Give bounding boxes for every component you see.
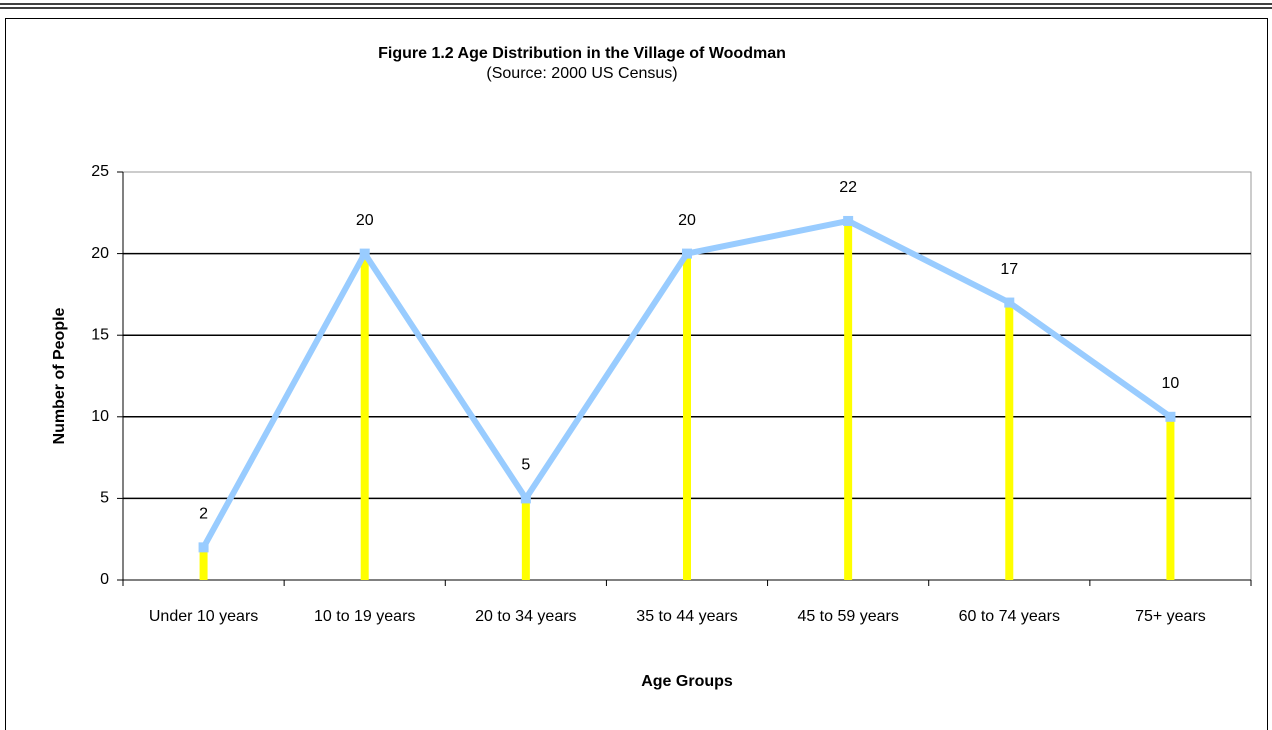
marker	[843, 215, 854, 226]
data-label: 5	[521, 457, 530, 474]
y-tick-label: 10	[91, 408, 109, 425]
marker	[359, 248, 370, 259]
data-label: 20	[678, 212, 696, 229]
data-label: 22	[839, 179, 857, 196]
y-tick-label: 20	[91, 245, 109, 262]
data-label: 20	[356, 212, 374, 229]
y-tick-label: 15	[91, 326, 109, 343]
y-tick-label: 25	[91, 163, 109, 180]
marker	[682, 248, 692, 259]
marker	[198, 542, 209, 553]
y-tick-label: 0	[100, 571, 109, 588]
y-tick-label: 5	[100, 490, 109, 507]
x-tick-label: 20 to 34 years	[475, 608, 576, 625]
x-tick-label: 60 to 74 years	[959, 608, 1060, 625]
marker	[1004, 297, 1015, 308]
data-label: 2	[199, 506, 208, 523]
marker	[1165, 411, 1176, 422]
x-tick-label: 75+ years	[1135, 608, 1206, 625]
x-tick-label: 45 to 59 years	[797, 608, 898, 625]
x-tick-label: 10 to 19 years	[314, 608, 415, 625]
data-label: 17	[1000, 261, 1018, 278]
chart-frame	[5, 18, 1268, 730]
data-label: 10	[1162, 375, 1180, 392]
chart-title: Figure 1.2 Age Distribution in the Villa…	[378, 45, 786, 62]
x-tick-label: Under 10 years	[149, 608, 258, 625]
x-tick-label: 35 to 44 years	[636, 608, 737, 625]
chart-subtitle: (Source: 2000 US Census)	[486, 65, 677, 82]
marker	[520, 493, 531, 504]
x-axis-label: Age Groups	[641, 673, 733, 690]
y-axis-label: Number of People	[51, 307, 68, 444]
